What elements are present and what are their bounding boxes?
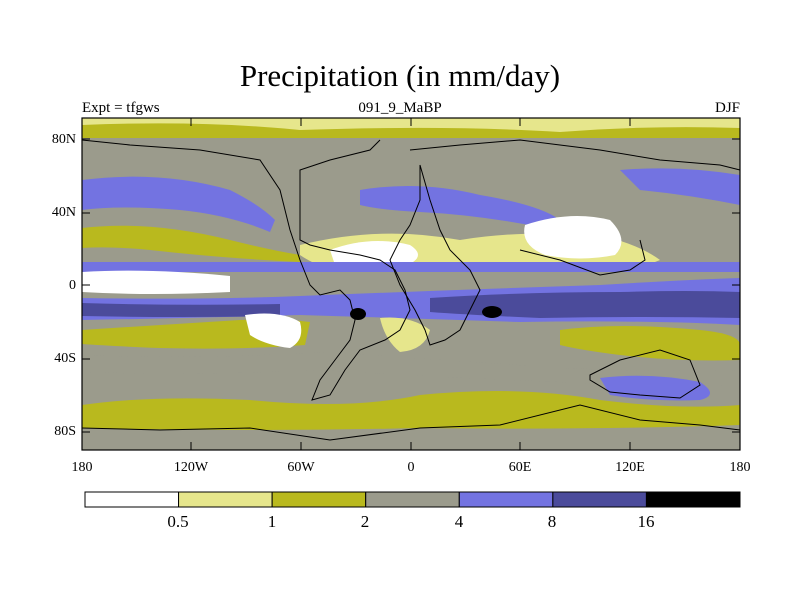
antarctic-band	[82, 430, 740, 450]
pacific-storm-track	[82, 176, 275, 232]
eurasia-africa-coastline	[389, 139, 741, 346]
colorbar-swatch-2	[271, 491, 367, 508]
south-east-pacific-dry-zone	[245, 313, 302, 348]
colorbar-label-2: 2	[360, 512, 370, 531]
colorbar-swatch-1	[178, 491, 273, 508]
lat-label-40s: 40S	[54, 351, 76, 366]
colorbar-swatch-4	[458, 491, 554, 508]
lon-label-60w: 60W	[287, 460, 315, 475]
australia-south-band	[600, 375, 710, 401]
colorbar-swatch-0	[84, 491, 180, 508]
north-pacific-subtropics	[82, 225, 300, 262]
colorbar-label-0.5: 0.5	[167, 512, 189, 531]
itcz-north-edge	[82, 262, 740, 272]
southern-ocean-band	[82, 352, 740, 386]
indian-ocean-wet-core	[430, 291, 740, 318]
colorbar-swatch-5	[552, 491, 647, 508]
colorbar	[84, 491, 741, 508]
east-pacific-dry-tongue	[82, 270, 230, 294]
antarctica-coastline	[81, 404, 741, 441]
lon-label-60e: 60E	[508, 460, 532, 475]
lon-label-180-east: 180	[729, 460, 751, 475]
south-indian-subtropics	[560, 326, 740, 361]
experiment-id-label: 091_9_MaBP	[358, 100, 442, 116]
lon-label-0: 0	[407, 460, 415, 475]
lon-label-120e: 120E	[615, 460, 645, 475]
colorbar-swatch-3	[365, 491, 460, 508]
coastlines	[81, 139, 741, 441]
colorbar-label-1: 1	[267, 512, 277, 531]
lon-label-180-west: 180	[71, 460, 93, 475]
americas-coastline	[81, 139, 411, 401]
lat-label-80n: 80N	[51, 132, 76, 147]
season-label: DJF	[714, 100, 740, 116]
lat-label-equator: 0	[69, 278, 76, 293]
colorbar-label-8: 8	[547, 512, 557, 531]
lat-label-40n: 40N	[51, 205, 76, 220]
south-atlantic-dry-zone	[380, 317, 430, 352]
lat-label-80s: 80S	[54, 424, 76, 439]
plot-title: Precipitation (in mm/day)	[239, 58, 561, 93]
max-precip-spot-east	[482, 306, 502, 318]
lon-label-120w: 120W	[173, 460, 209, 475]
australia-coastline	[589, 349, 701, 399]
spcz-core	[82, 303, 280, 317]
southern-yellow-band	[82, 391, 740, 430]
lat-ticks	[82, 138, 740, 433]
atlantic-storm-track	[360, 186, 560, 228]
experiment-label: Expt = tfgws	[82, 100, 160, 116]
colorbar-swatch-6	[645, 491, 741, 508]
colorbar-label-4: 4	[454, 512, 464, 531]
colorbar-label-16: 16	[637, 512, 655, 531]
lon-ticks	[81, 118, 741, 450]
central-asia-desert	[524, 216, 622, 259]
west-pacific-storm-track	[620, 168, 740, 205]
south-asia-coastline	[519, 239, 646, 276]
